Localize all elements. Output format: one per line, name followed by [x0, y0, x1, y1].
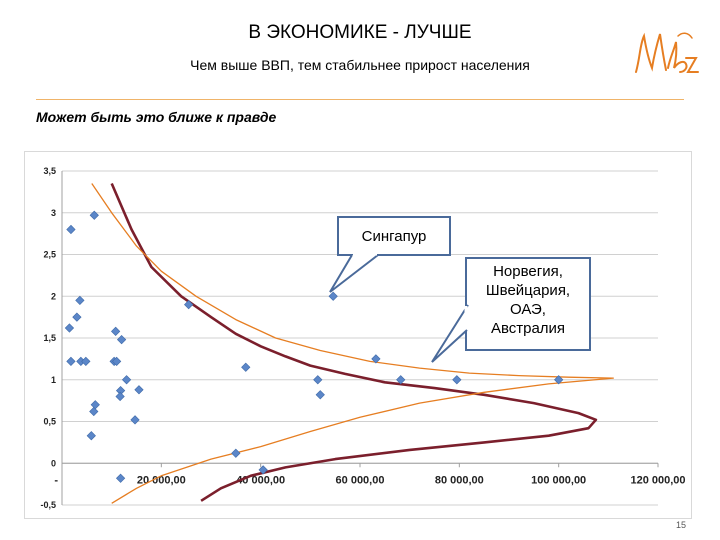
y-tick-label: 3	[51, 208, 56, 218]
scatter-point	[134, 385, 144, 395]
scatter-point	[241, 362, 251, 372]
scatter-point	[64, 323, 75, 333]
x-tick-label: 20 000,00	[137, 474, 186, 486]
x-tick-label: 100 000,00	[531, 474, 586, 486]
scatter-point	[72, 312, 82, 322]
scatter-point	[231, 448, 241, 458]
y-tick-label: 2,5	[43, 250, 56, 260]
scatter-point	[116, 335, 127, 345]
scatter-point	[130, 415, 140, 425]
page-number: 15	[675, 520, 686, 530]
scatter-point	[89, 210, 99, 220]
callout-singapore: Сингапур	[337, 216, 451, 256]
scatter-point	[81, 356, 91, 367]
x-tick-label: 40 000,00	[236, 474, 285, 486]
callout-line-4: Австралия	[490, 320, 566, 337]
x-tick-label: 60 000,00	[336, 474, 385, 486]
y-tick-label: 0	[51, 458, 56, 468]
y-tick-label: 2	[51, 291, 56, 301]
signature-logo-icon	[635, 32, 699, 73]
scatter-point	[75, 295, 85, 306]
scatter-point	[315, 390, 325, 400]
y-tick-label: 0,5	[43, 417, 56, 427]
scatter-point	[115, 391, 125, 402]
scatter-point	[66, 356, 76, 367]
y-tick-label: -0,5	[40, 500, 56, 510]
y-tick-label: 3,5	[43, 166, 56, 176]
scatter-point	[90, 400, 100, 410]
scatter-point	[111, 326, 121, 336]
slide-subtitle: Чем выше ВВП, тем стабильнее прирост нас…	[190, 57, 530, 73]
slide-title: В ЭКОНОМИКЕ - ЛУЧШЕ	[248, 22, 472, 43]
scatter-point	[554, 375, 564, 385]
scatter-point	[86, 431, 96, 441]
scatter-point	[184, 299, 194, 310]
y-tick-label: 1,5	[43, 333, 56, 343]
scatter-point	[313, 375, 323, 385]
scatter-point	[115, 473, 126, 483]
scatter-chart: -0,5 0 0,5 1 1,5 2 2,5 3 3,5 - 20 000,00 40 000,00 6…	[40, 166, 685, 510]
callout-line-2: Швейцария,	[485, 282, 571, 299]
scatter-point	[112, 356, 122, 367]
header-divider	[36, 99, 684, 100]
trend-curve	[110, 182, 598, 502]
scatter-point	[89, 406, 99, 417]
scatter-point	[452, 375, 462, 385]
scatter-point	[371, 354, 381, 364]
callout-line-3: ОАЭ,	[510, 301, 546, 318]
callout-norway-group: Норвегия, Швейцария, ОАЭ, Австралия	[465, 257, 591, 351]
scatter-point	[121, 375, 132, 385]
scatter-point	[396, 375, 406, 385]
chart-area: -0,5 0 0,5 1 1,5 2 2,5 3 3,5 - 20 000,00 40 000,00 6…	[24, 151, 692, 519]
scatter-point	[258, 465, 268, 475]
scatter-point	[66, 224, 76, 235]
callout-singapore-label: Сингапур	[361, 228, 427, 245]
x-tick-label: 80 000,00	[435, 474, 484, 486]
x-tick-label: 120 000,00	[630, 474, 685, 486]
x-tick-label: -	[54, 474, 58, 486]
callout-line-1: Норвегия,	[493, 263, 563, 280]
trend-curve	[91, 183, 614, 504]
scatter-point	[328, 291, 338, 301]
section-heading: Может быть это ближе к правде	[36, 109, 277, 125]
y-tick-label: 1	[51, 375, 56, 385]
